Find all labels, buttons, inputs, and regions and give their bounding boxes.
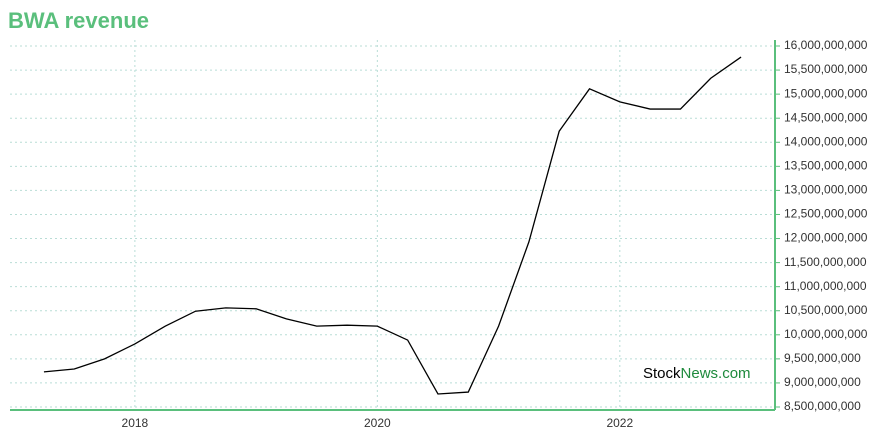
y-tick-label: 14,500,000,000 — [784, 110, 868, 124]
y-tick-label: 12,500,000,000 — [784, 207, 868, 221]
watermark-part: News.com — [681, 365, 751, 382]
y-tick-label: 10,500,000,000 — [784, 303, 868, 317]
y-tick-label: 13,000,000,000 — [784, 183, 868, 197]
x-tick-label: 2022 — [606, 416, 633, 430]
y-tick-label: 12,000,000,000 — [784, 231, 868, 245]
y-tick-label: 15,000,000,000 — [784, 86, 868, 100]
y-tick-label: 8,500,000,000 — [784, 399, 861, 413]
y-tick-label: 13,500,000,000 — [784, 159, 868, 173]
line — [43, 56, 742, 395]
y-tick-label: 16,000,000,000 — [784, 38, 868, 52]
chart-title: BWA revenue — [8, 8, 149, 33]
y-tick-label: 9,000,000,000 — [784, 375, 861, 389]
y-tick-label: 11,000,000,000 — [784, 279, 867, 293]
x-tick-label: 2020 — [364, 416, 391, 430]
watermark: StockNews.com — [643, 365, 751, 382]
y-tick-label: 14,000,000,000 — [784, 134, 868, 148]
x-tick-label: 2018 — [122, 416, 149, 430]
y-tick-label: 15,500,000,000 — [784, 62, 868, 76]
watermark-part: Stock — [643, 365, 681, 382]
y-tick-label: 10,000,000,000 — [784, 327, 868, 341]
y-tick-label: 11,500,000,000 — [784, 255, 867, 269]
y-tick-label: 9,500,000,000 — [784, 351, 861, 365]
